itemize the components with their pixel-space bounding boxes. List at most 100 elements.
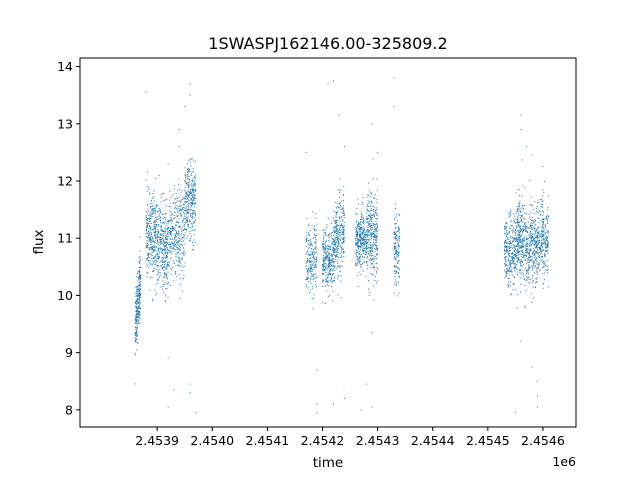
data-point bbox=[137, 289, 139, 291]
data-point bbox=[333, 240, 335, 242]
data-point bbox=[528, 272, 530, 274]
data-point bbox=[328, 253, 330, 255]
data-point bbox=[538, 210, 540, 212]
data-point bbox=[525, 267, 527, 269]
data-point bbox=[322, 266, 324, 268]
data-point bbox=[176, 247, 178, 249]
data-point bbox=[146, 276, 148, 278]
data-point bbox=[542, 221, 544, 223]
data-point bbox=[359, 227, 361, 229]
data-point bbox=[376, 248, 378, 250]
data-point bbox=[135, 286, 137, 288]
data-point bbox=[395, 236, 397, 238]
data-point bbox=[521, 240, 523, 242]
data-point bbox=[534, 201, 536, 203]
data-point bbox=[547, 252, 549, 254]
data-point bbox=[183, 229, 185, 231]
data-point bbox=[376, 226, 378, 228]
data-point bbox=[312, 252, 314, 254]
data-point bbox=[506, 221, 508, 223]
data-point bbox=[536, 247, 538, 249]
data-point bbox=[322, 273, 324, 275]
data-point bbox=[398, 237, 400, 239]
data-point bbox=[190, 213, 192, 215]
data-point bbox=[136, 335, 138, 337]
data-point bbox=[181, 198, 183, 200]
data-point bbox=[362, 242, 364, 244]
y-tick-label: 13 bbox=[57, 116, 73, 131]
data-point bbox=[540, 250, 542, 252]
data-point bbox=[366, 257, 368, 259]
data-point bbox=[153, 257, 155, 259]
data-point bbox=[190, 223, 192, 225]
data-point bbox=[532, 234, 534, 236]
data-point bbox=[159, 248, 161, 250]
data-point bbox=[182, 236, 184, 238]
data-point bbox=[331, 223, 333, 225]
data-point bbox=[513, 245, 515, 247]
data-point bbox=[519, 242, 521, 244]
data-point bbox=[174, 236, 176, 238]
data-point bbox=[310, 268, 312, 270]
data-point bbox=[138, 300, 140, 302]
data-point bbox=[164, 257, 166, 259]
data-point bbox=[177, 205, 179, 207]
data-point bbox=[370, 192, 372, 194]
data-point bbox=[340, 238, 342, 240]
data-point bbox=[527, 248, 529, 250]
data-point bbox=[149, 247, 151, 249]
data-point bbox=[136, 300, 138, 302]
data-point bbox=[175, 193, 177, 195]
data-point bbox=[170, 233, 172, 235]
data-point bbox=[147, 254, 149, 256]
data-point bbox=[360, 264, 362, 266]
data-point bbox=[512, 213, 514, 215]
data-point bbox=[509, 220, 511, 222]
data-point bbox=[138, 314, 140, 316]
data-point bbox=[328, 258, 330, 260]
data-point bbox=[178, 244, 180, 246]
data-point bbox=[370, 210, 372, 212]
data-point bbox=[136, 307, 138, 309]
data-point bbox=[546, 247, 548, 249]
data-point bbox=[518, 235, 520, 237]
data-point bbox=[327, 280, 329, 282]
data-point bbox=[535, 230, 537, 232]
data-point bbox=[358, 245, 360, 247]
data-point bbox=[542, 200, 544, 202]
data-point bbox=[337, 249, 338, 251]
data-point bbox=[359, 221, 361, 223]
data-point bbox=[189, 392, 191, 394]
data-point bbox=[343, 232, 345, 234]
data-point bbox=[135, 332, 137, 334]
data-point bbox=[510, 271, 512, 273]
data-point bbox=[376, 266, 378, 268]
data-point bbox=[398, 245, 400, 247]
data-point bbox=[330, 279, 332, 281]
data-point bbox=[355, 230, 357, 232]
data-point bbox=[541, 221, 543, 223]
data-point bbox=[165, 238, 167, 240]
data-point bbox=[534, 256, 536, 258]
data-point bbox=[322, 285, 324, 287]
data-point bbox=[540, 214, 542, 216]
data-point bbox=[173, 262, 175, 264]
data-point bbox=[542, 214, 544, 216]
data-point bbox=[190, 195, 192, 197]
data-point bbox=[360, 245, 362, 247]
data-point bbox=[370, 267, 372, 269]
data-point bbox=[194, 190, 196, 192]
data-point bbox=[152, 299, 154, 301]
data-point bbox=[521, 230, 523, 232]
data-point bbox=[179, 209, 181, 211]
data-point bbox=[315, 229, 317, 231]
data-point bbox=[516, 209, 518, 211]
data-point bbox=[375, 282, 377, 284]
data-point bbox=[183, 236, 185, 238]
data-point bbox=[366, 226, 368, 228]
data-point bbox=[523, 228, 525, 230]
data-point bbox=[170, 206, 172, 208]
data-point bbox=[507, 277, 509, 279]
data-point bbox=[522, 254, 524, 256]
data-point bbox=[542, 249, 544, 251]
